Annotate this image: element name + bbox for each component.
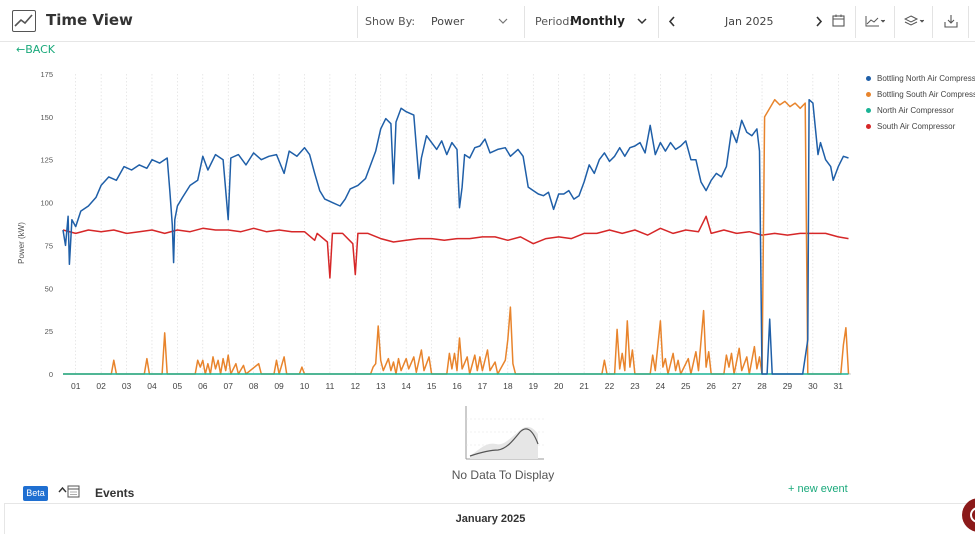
x-tick-label: 08 [249, 381, 259, 391]
x-tick-label: 15 [427, 381, 437, 391]
legend-label: Bottling North Air Compressor [877, 73, 975, 83]
x-tick-label: 07 [223, 381, 233, 391]
date-display: Jan 2025 [725, 15, 774, 28]
x-tick-label: 10 [300, 381, 310, 391]
bottom-bar: January 2025 [4, 503, 975, 534]
time-series-chart: 01 02 03 04 05 06 07 08 09 10 11 12 13 14 15 16 17 18 19 20… [17, 70, 851, 391]
y-axis-label: Power (kW) [17, 222, 26, 264]
x-tick-label: 13 [376, 381, 386, 391]
chart-legend: Bottling North Air Compressor Bottling So… [866, 70, 975, 134]
x-tick-label: 17 [478, 381, 488, 391]
x-tick-label: 09 [274, 381, 284, 391]
chevron-down-icon[interactable] [498, 18, 508, 25]
legend-label: South Air Compressor [877, 121, 956, 131]
y-tick-label: 125 [40, 156, 53, 165]
legend-marker [866, 107, 871, 113]
no-data-text: No Data To Display [451, 468, 555, 482]
grid [75, 74, 839, 374]
calendar-icon[interactable] [832, 14, 845, 36]
axes: 01 02 03 04 05 06 07 08 09 10 11 12 13 14 15 16 17 18 19 20… [40, 70, 851, 391]
x-tick-label: 23 [630, 381, 640, 391]
x-tick-label: 30 [808, 381, 818, 391]
series [62, 98, 850, 375]
x-tick-label: 12 [351, 381, 361, 391]
chevron-left-icon[interactable] [668, 16, 676, 38]
chat-button[interactable] [962, 498, 975, 532]
y-tick-label: 0 [49, 370, 53, 379]
legend-label: North Air Compressor [877, 105, 954, 115]
chevron-down-icon[interactable] [637, 18, 647, 25]
series-line-bottling-south-air-compressor [63, 98, 850, 375]
x-tick-label: 06 [198, 381, 208, 391]
y-tick-label: 75 [45, 241, 53, 250]
y-tick-label: 50 [45, 284, 53, 293]
divider [894, 6, 895, 38]
show-by-select[interactable]: Power [431, 15, 465, 28]
x-tick-label: 01 [71, 381, 81, 391]
period-select[interactable]: Monthly [570, 14, 625, 28]
page-title: Time View [46, 11, 133, 29]
toolbar: Time View Show By: Power Period: Monthly… [0, 0, 975, 42]
x-tick-label: 31 [834, 381, 844, 391]
divider [968, 6, 969, 38]
x-tick-label: 21 [579, 381, 589, 391]
y-tick-label: 175 [40, 70, 53, 79]
x-tick-label: 27 [732, 381, 742, 391]
chevron-right-icon[interactable] [815, 16, 823, 38]
download-icon[interactable] [944, 14, 958, 36]
no-data-placeholder: No Data To Display [440, 404, 566, 484]
legend-marker [866, 75, 871, 81]
show-by-label: Show By: [365, 15, 416, 28]
legend-item[interactable]: Bottling North Air Compressor [866, 70, 975, 86]
divider [932, 6, 933, 38]
legend-item[interactable]: Bottling South Air Compressor [866, 86, 975, 102]
x-tick-label: 25 [681, 381, 691, 391]
chat-icon [970, 507, 975, 523]
legend-marker [866, 123, 871, 129]
no-data-illustration [465, 406, 544, 460]
events-label: Events [95, 486, 135, 500]
y-tick-label: 25 [45, 327, 53, 336]
x-tick-label: 28 [757, 381, 767, 391]
legend-label: Bottling South Air Compressor [877, 89, 975, 99]
x-tick-label: 02 [96, 381, 106, 391]
x-tick-label: 24 [656, 381, 666, 391]
divider [658, 6, 659, 38]
x-tick-label: 03 [122, 381, 132, 391]
collapse-calendar-icon [58, 485, 80, 498]
beta-badge: Beta [23, 486, 48, 501]
divider [855, 6, 856, 38]
x-tick-label: 20 [554, 381, 564, 391]
divider [357, 6, 358, 38]
events-toggle-button[interactable] [58, 484, 82, 500]
x-tick-label: 05 [173, 381, 183, 391]
series-line-bottling-north-air-compressor [62, 98, 849, 375]
period-footer-label: January 2025 [455, 513, 526, 525]
legend-marker [866, 91, 871, 97]
y-tick-label: 100 [40, 199, 53, 208]
series-line-south-air-compressor [62, 215, 849, 279]
x-tick-label: 29 [783, 381, 793, 391]
chart-type-icon[interactable] [865, 15, 885, 37]
x-tick-label: 19 [529, 381, 539, 391]
x-tick-label: 18 [503, 381, 513, 391]
back-link[interactable]: ←BACK [16, 43, 55, 56]
x-tick-label: 26 [706, 381, 716, 391]
x-tick-label: 22 [605, 381, 615, 391]
line-chart-icon [12, 10, 36, 32]
layers-icon[interactable] [904, 15, 924, 37]
period-label: Period: [535, 15, 574, 28]
y-tick-label: 150 [40, 113, 53, 122]
divider [524, 6, 525, 38]
x-tick-label: 14 [401, 381, 411, 391]
legend-item[interactable]: North Air Compressor [866, 102, 975, 118]
x-tick-label: 04 [147, 381, 157, 391]
x-tick-label: 16 [452, 381, 462, 391]
new-event-button[interactable]: + new event [788, 483, 848, 495]
x-tick-label: 11 [325, 381, 334, 391]
legend-item[interactable]: South Air Compressor [866, 118, 975, 134]
